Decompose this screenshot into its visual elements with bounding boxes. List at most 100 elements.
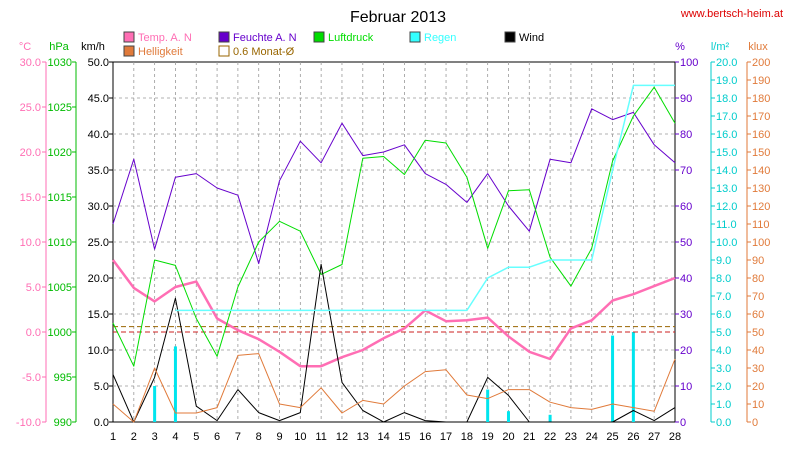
rain-bar bbox=[631, 332, 635, 422]
y-tick-label: 20 bbox=[680, 345, 692, 357]
chart-title: Februar 2013 bbox=[350, 9, 446, 26]
x-tick-label: 28 bbox=[669, 431, 681, 443]
x-tick-label: 1 bbox=[110, 431, 116, 443]
y-tick-label: 20.0 bbox=[88, 273, 109, 285]
x-tick-label: 9 bbox=[276, 431, 282, 443]
y-tick-label: 30 bbox=[752, 363, 764, 375]
y-tick-label: 10 bbox=[752, 399, 764, 411]
y-tick-label: 14.0 bbox=[716, 165, 737, 177]
legend-swatch bbox=[504, 31, 516, 43]
legend-swatch bbox=[409, 31, 421, 43]
rain-bar bbox=[153, 386, 157, 422]
y-tick-label: 40 bbox=[752, 345, 764, 357]
y-tick-label: 20.0 bbox=[20, 147, 41, 159]
legend-label: Luftdruck bbox=[328, 32, 374, 44]
y-tick-label: 1005 bbox=[48, 282, 72, 294]
x-tick-label: 4 bbox=[172, 431, 178, 443]
y-tick-label: 30 bbox=[680, 309, 692, 321]
y-tick-label: 30.0 bbox=[88, 201, 109, 213]
y-axis-unit: klux bbox=[748, 41, 768, 53]
y-tick-label: 50.0 bbox=[88, 57, 109, 69]
rain-bar bbox=[548, 414, 552, 422]
series-line bbox=[112, 353, 676, 423]
y-tick-label: 990 bbox=[54, 417, 72, 429]
y-tick-label: 90 bbox=[680, 93, 692, 105]
legend-swatch bbox=[123, 31, 135, 43]
legend-label: 0.6 Monat-Ø bbox=[233, 46, 295, 58]
y-tick-label: 100 bbox=[680, 57, 698, 69]
y-tick-label: 40.0 bbox=[88, 129, 109, 141]
source-url[interactable]: www.bertsch-heim.at bbox=[680, 8, 783, 20]
y-tick-label: 0.0 bbox=[94, 417, 109, 429]
x-tick-label: 10 bbox=[294, 431, 306, 443]
y-tick-label: 16.0 bbox=[716, 129, 737, 141]
y-tick-label: 170 bbox=[752, 111, 770, 123]
x-tick-label: 12 bbox=[336, 431, 348, 443]
y-tick-label: 180 bbox=[752, 93, 770, 105]
y-tick-label: 30.0 bbox=[20, 57, 41, 69]
y-tick-label: 4.0 bbox=[716, 345, 731, 357]
x-tick-label: 15 bbox=[398, 431, 410, 443]
x-tick-label: 17 bbox=[440, 431, 452, 443]
y-tick-label: 6.0 bbox=[716, 309, 731, 321]
x-tick-label: 19 bbox=[482, 431, 494, 443]
y-tick-label: 0.0 bbox=[26, 327, 41, 339]
y-tick-label: 60 bbox=[680, 201, 692, 213]
rain-bar bbox=[486, 389, 490, 422]
x-tick-label: 13 bbox=[357, 431, 369, 443]
grid bbox=[112, 61, 676, 423]
y-tick-label: 200 bbox=[752, 57, 770, 69]
rain-bars bbox=[153, 332, 635, 422]
axes: 1 2 3 4 5 6 7 8 9 10 11 12 13 14 15 16 17 18 19 20 21 22 23 24 2… bbox=[16, 41, 770, 443]
legend-label: Wind bbox=[519, 32, 544, 44]
series-lines bbox=[111, 84, 676, 423]
series-line bbox=[112, 108, 676, 265]
y-tick-label: 1025 bbox=[48, 102, 72, 114]
y-tick-label: 15.0 bbox=[716, 147, 737, 159]
y-tick-label: 8.0 bbox=[716, 273, 731, 285]
y-tick-label: 140 bbox=[752, 165, 770, 177]
legend-label: Helligkeit bbox=[138, 46, 183, 58]
y-tick-label: 7.0 bbox=[716, 291, 731, 303]
legend-swatch bbox=[218, 45, 230, 57]
y-tick-label: 120 bbox=[752, 201, 770, 213]
y-tick-label: 80 bbox=[680, 129, 692, 141]
y-tick-label: 150 bbox=[752, 147, 770, 159]
rain-bar bbox=[506, 411, 510, 422]
y-tick-label: 18.0 bbox=[716, 93, 737, 105]
x-tick-label: 2 bbox=[131, 431, 137, 443]
x-tick-label: 11 bbox=[315, 431, 326, 443]
y-tick-label: 11.0 bbox=[716, 219, 737, 231]
y-tick-label: 5.0 bbox=[716, 327, 731, 339]
y-tick-label: -5.0 bbox=[22, 372, 41, 384]
y-tick-label: 50 bbox=[680, 237, 692, 249]
y-tick-label: 0.0 bbox=[716, 417, 731, 429]
legend-label: Regen bbox=[424, 32, 456, 44]
y-tick-label: 15.0 bbox=[88, 309, 109, 321]
y-tick-label: -10.0 bbox=[16, 417, 41, 429]
y-tick-label: 1000 bbox=[48, 327, 72, 339]
y-tick-label: 70 bbox=[680, 165, 692, 177]
y-axis-unit: hPa bbox=[49, 41, 69, 53]
legend-label: Temp. A. N bbox=[138, 32, 192, 44]
x-tick-label: 7 bbox=[235, 431, 241, 443]
x-tick-label: 6 bbox=[214, 431, 220, 443]
x-tick-label: 27 bbox=[648, 431, 660, 443]
y-tick-label: 10.0 bbox=[20, 237, 41, 249]
x-tick-label: 8 bbox=[256, 431, 262, 443]
x-tick-label: 16 bbox=[419, 431, 431, 443]
y-tick-label: 5.0 bbox=[94, 381, 109, 393]
legend-label: Feuchte A. N bbox=[233, 32, 297, 44]
y-tick-label: 995 bbox=[54, 372, 72, 384]
y-tick-label: 19.0 bbox=[716, 75, 737, 87]
y-tick-label: 1010 bbox=[48, 237, 72, 249]
x-tick-label: 23 bbox=[565, 431, 577, 443]
series-line bbox=[112, 263, 676, 423]
y-tick-label: 0 bbox=[680, 417, 686, 429]
legend-swatch bbox=[123, 45, 135, 57]
rain-bar bbox=[173, 346, 177, 422]
y-tick-label: 35.0 bbox=[88, 165, 109, 177]
y-tick-label: 20.0 bbox=[716, 57, 737, 69]
